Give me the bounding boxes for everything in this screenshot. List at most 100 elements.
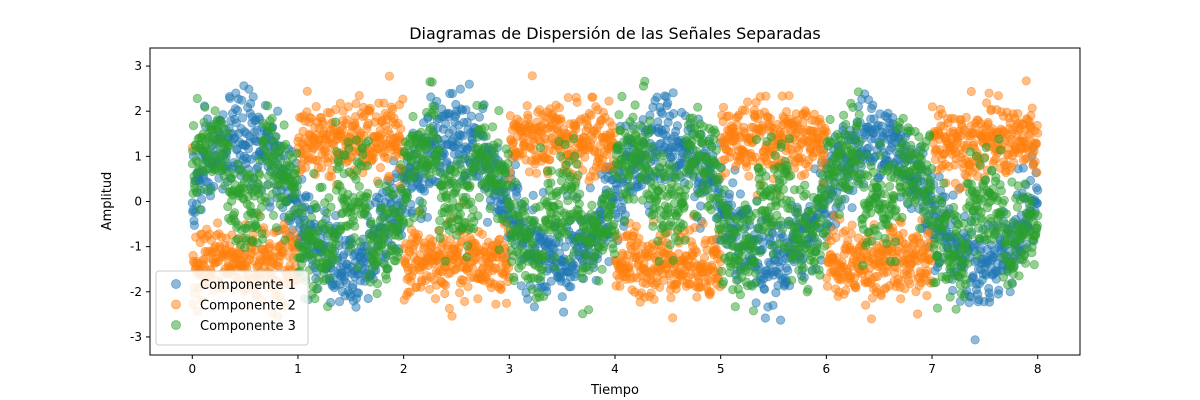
data-point	[588, 92, 598, 102]
data-point	[355, 237, 365, 247]
data-point	[395, 207, 405, 217]
data-point	[434, 145, 444, 155]
data-point	[860, 300, 871, 310]
data-point	[317, 163, 327, 173]
data-point	[351, 135, 361, 145]
data-point	[384, 171, 394, 181]
data-point	[361, 203, 372, 213]
data-point	[652, 92, 662, 102]
data-point	[267, 113, 277, 124]
data-point	[281, 139, 291, 150]
data-point	[457, 236, 467, 246]
data-point	[238, 113, 248, 123]
data-point	[966, 86, 976, 97]
data-point	[569, 247, 579, 257]
data-point	[206, 185, 216, 195]
data-point	[527, 71, 537, 81]
data-point	[728, 178, 738, 188]
data-point	[1031, 139, 1042, 149]
data-point	[348, 280, 358, 290]
data-point	[531, 168, 542, 178]
data-point	[280, 235, 290, 245]
data-point	[232, 105, 243, 116]
data-point	[230, 208, 240, 218]
data-point	[192, 93, 202, 104]
data-point	[522, 101, 532, 111]
data-point	[528, 238, 538, 248]
data-point	[344, 144, 354, 154]
data-point	[279, 120, 289, 130]
data-point	[1030, 157, 1040, 167]
data-point	[334, 296, 345, 307]
data-point	[847, 203, 857, 213]
data-point	[292, 175, 303, 185]
data-point	[631, 221, 642, 231]
data-point	[362, 161, 372, 171]
data-point	[262, 101, 273, 111]
data-point	[240, 243, 250, 253]
data-point	[388, 189, 399, 200]
data-point	[984, 88, 994, 98]
data-point	[896, 294, 906, 304]
data-point	[353, 288, 364, 298]
data-point	[271, 223, 281, 233]
data-point	[465, 181, 475, 191]
data-point	[510, 177, 521, 188]
data-point	[396, 124, 406, 134]
data-point	[463, 282, 473, 292]
data-point	[195, 205, 205, 215]
data-point	[388, 104, 398, 114]
data-point	[761, 91, 771, 101]
data-point	[419, 186, 430, 196]
data-point	[1032, 167, 1042, 177]
data-point	[365, 103, 375, 113]
data-point	[410, 173, 420, 183]
data-point	[462, 241, 473, 251]
data-point	[993, 91, 1004, 101]
data-point	[566, 282, 576, 292]
data-point	[326, 202, 336, 212]
data-point	[494, 106, 504, 116]
data-point	[455, 84, 465, 94]
data-point	[668, 313, 678, 323]
data-point	[868, 100, 878, 110]
data-point	[490, 263, 501, 274]
data-point	[557, 292, 567, 302]
data-point	[562, 229, 573, 239]
points-layer	[187, 71, 1043, 345]
data-point	[384, 71, 394, 81]
data-point	[509, 275, 519, 286]
data-point	[866, 314, 877, 324]
data-point	[501, 298, 512, 308]
data-point	[461, 105, 471, 115]
data-point	[398, 94, 408, 104]
data-point	[784, 91, 794, 101]
data-point	[994, 285, 1004, 295]
data-point	[317, 182, 327, 192]
data-point	[692, 292, 702, 302]
data-point	[587, 200, 597, 210]
data-point	[440, 256, 450, 266]
data-point	[261, 197, 271, 207]
data-point	[847, 220, 857, 230]
data-point	[188, 121, 199, 131]
data-point	[1027, 103, 1037, 113]
data-point	[494, 245, 504, 255]
data-point	[489, 148, 499, 158]
data-point	[375, 163, 386, 173]
data-point	[556, 116, 566, 126]
data-point	[659, 275, 669, 285]
data-point	[573, 170, 583, 180]
data-point	[262, 180, 272, 190]
data-point	[254, 170, 265, 180]
data-point	[372, 288, 382, 299]
data-point	[539, 253, 549, 263]
data-point	[509, 199, 520, 209]
data-point	[906, 268, 916, 279]
data-point	[413, 230, 424, 240]
data-point	[742, 97, 753, 107]
data-point	[427, 77, 437, 87]
data-point	[477, 229, 487, 239]
data-point	[259, 135, 270, 146]
data-point	[550, 263, 560, 273]
